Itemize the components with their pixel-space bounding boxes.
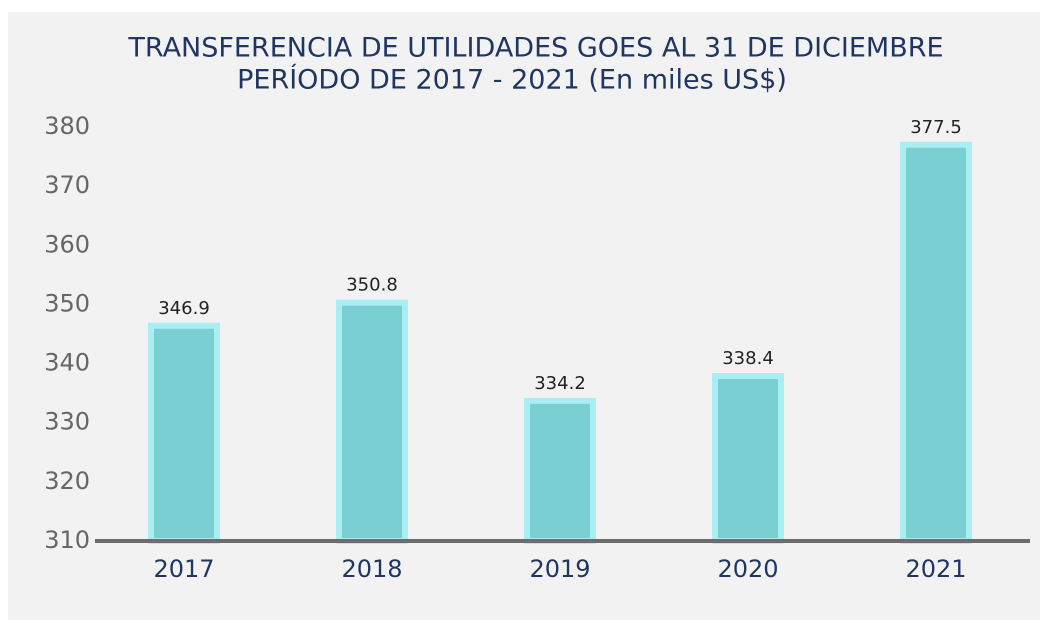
value-label: 334.2 — [534, 373, 586, 394]
y-tick-label: 370 — [44, 171, 90, 199]
y-tick-label: 310 — [44, 526, 90, 554]
value-label: 338.4 — [722, 348, 774, 369]
bar — [336, 299, 408, 544]
bar — [524, 397, 596, 545]
chart-title: TRANSFERENCIA DE UTILIDADES GOES AL 31 D… — [127, 33, 943, 64]
y-tick-label: 330 — [44, 408, 90, 436]
x-tick-label: 2019 — [529, 555, 590, 583]
chart-subtitle: PERÍODO DE 2017 - 2021 (En miles US$) — [237, 64, 787, 96]
y-tick-label: 350 — [44, 289, 90, 317]
bar — [148, 322, 220, 544]
x-tick-label: 2021 — [905, 555, 966, 583]
x-tick-label: 2020 — [717, 555, 778, 583]
y-tick-label: 340 — [44, 349, 90, 377]
y-tick-label: 360 — [44, 230, 90, 258]
value-label: 346.9 — [158, 298, 210, 319]
bar — [900, 141, 972, 545]
bar — [712, 373, 784, 544]
x-tick-label: 2017 — [153, 555, 214, 583]
x-tick-label: 2018 — [341, 555, 402, 583]
y-tick-label: 320 — [44, 467, 90, 495]
y-tick-label: 380 — [44, 112, 90, 140]
value-label: 377.5 — [910, 117, 962, 138]
value-label: 350.8 — [346, 275, 398, 296]
